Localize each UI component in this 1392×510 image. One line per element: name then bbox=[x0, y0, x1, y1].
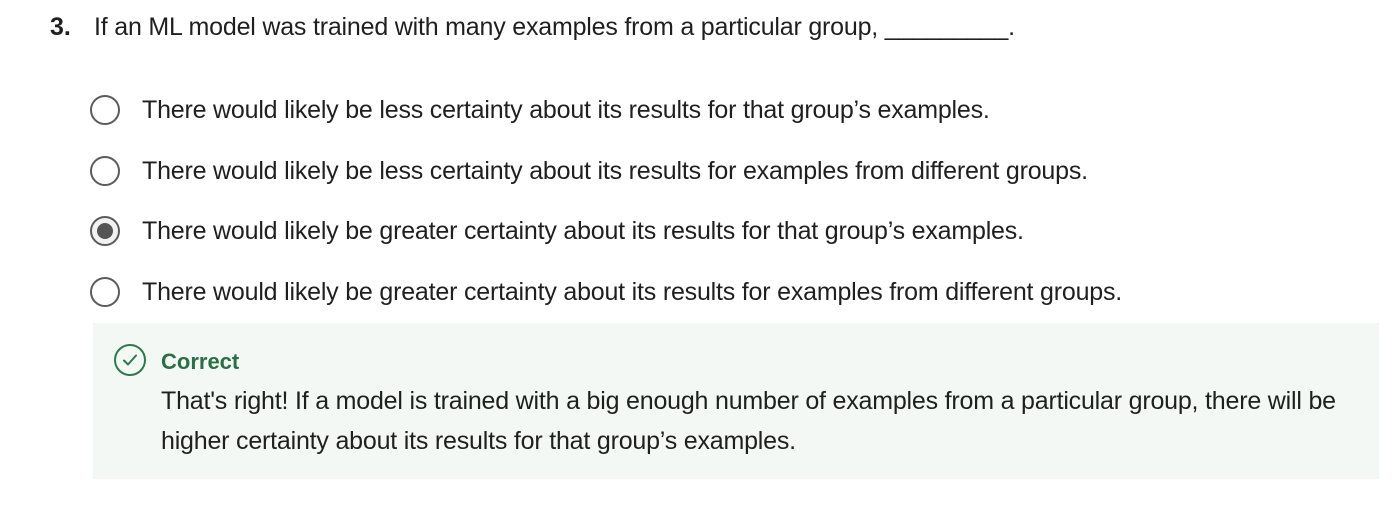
answer-option-4[interactable]: There would likely be greater certainty … bbox=[90, 262, 1340, 323]
radio-button-selected[interactable] bbox=[90, 216, 120, 247]
check-circle-icon bbox=[114, 344, 146, 376]
question-number: 3. bbox=[50, 13, 71, 41]
answer-options: There would likely be less certainty abo… bbox=[90, 80, 1340, 322]
radio-button[interactable] bbox=[90, 95, 120, 126]
question-text: If an ML model was trained with many exa… bbox=[94, 13, 1015, 41]
feedback-status: Correct bbox=[161, 349, 240, 374]
question-header: 3. If an ML model was trained with many … bbox=[50, 8, 1015, 46]
answer-option-label: There would likely be greater certainty … bbox=[142, 217, 1024, 246]
radio-button[interactable] bbox=[90, 155, 120, 186]
feedback-panel: Correct That's right! If a model is trai… bbox=[93, 323, 1379, 479]
answer-option-1[interactable]: There would likely be less certainty abo… bbox=[90, 80, 1340, 141]
answer-option-2[interactable]: There would likely be less certainty abo… bbox=[90, 141, 1340, 202]
answer-option-3[interactable]: There would likely be greater certainty … bbox=[90, 201, 1340, 262]
answer-option-label: There would likely be greater certainty … bbox=[142, 277, 1123, 306]
feedback-message: That's right! If a model is trained with… bbox=[161, 387, 1336, 455]
radio-button[interactable] bbox=[90, 276, 120, 307]
answer-option-label: There would likely be less certainty abo… bbox=[142, 96, 990, 125]
answer-option-label: There would likely be less certainty abo… bbox=[142, 156, 1088, 185]
